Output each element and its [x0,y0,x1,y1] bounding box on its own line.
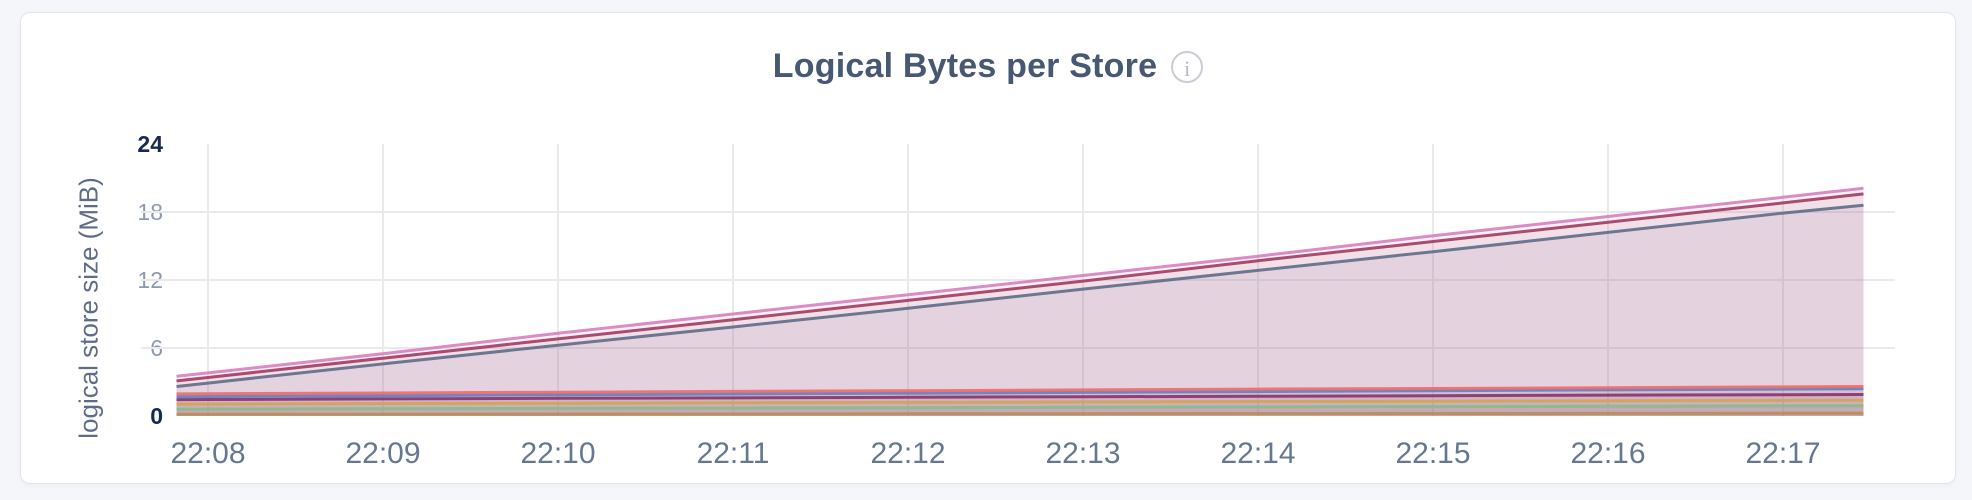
x-tick-label: 22:15 [1395,437,1471,470]
chart-header: Logical Bytes per Store i [21,47,1955,86]
series-line-series-6 [176,385,1864,396]
x-tick-label: 22:12 [870,437,946,470]
series-line-series-1 [176,411,1864,416]
x-tick-label: 22:13 [1045,437,1121,470]
x-tick-label: 22:10 [520,437,596,470]
x-tick-label: 22:17 [1745,437,1821,470]
series-line-series-5 [176,387,1864,399]
series-line-series-4 [176,393,1864,402]
series-area-series-9 [176,188,1864,416]
x-tick-label: 22:16 [1570,437,1646,470]
y-tick-label: 0 [150,403,163,429]
series-line-series-7 [176,203,1864,388]
series-line-series-8 [176,192,1864,383]
y-tick-label: 24 [137,131,163,157]
x-tick-label: 22:14 [1220,437,1296,470]
chart-card: Logical Bytes per Store i logical store … [20,12,1956,484]
series-line-series-3 [176,398,1864,406]
x-tick-label: 22:09 [345,437,421,470]
x-tick-label: 22:08 [170,437,246,470]
info-icon[interactable]: i [1171,50,1204,83]
series-line-series-2 [176,404,1864,411]
series-area-series-7 [176,205,1864,416]
series-line-series-9 [176,186,1864,378]
x-tick-label: 22:11 [696,437,770,470]
chart-title: Logical Bytes per Store [772,47,1158,85]
chart-plot[interactable] [21,13,1955,483]
